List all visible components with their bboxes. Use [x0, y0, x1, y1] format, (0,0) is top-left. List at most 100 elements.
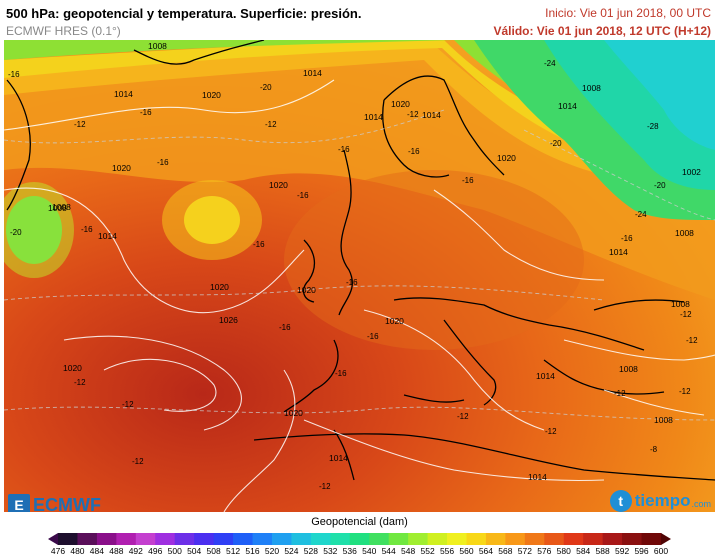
- colorbar-min-arrow: [48, 533, 58, 545]
- colorbar-tick-label: 484: [89, 546, 104, 556]
- temp-label: -16: [8, 70, 20, 79]
- colorbar-swatch: [135, 533, 156, 545]
- tiempo-logo: t tiempo .com: [609, 488, 711, 514]
- colorbar-swatch: [447, 533, 467, 545]
- pressure-label: 1020: [284, 408, 303, 418]
- pressure-label: 1008: [582, 83, 601, 93]
- colorbar-swatch: [505, 533, 526, 545]
- colorbar-tick-label: 548: [401, 546, 416, 556]
- colorbar-max-arrow: [661, 533, 671, 545]
- colorbar-swatch: [213, 533, 234, 545]
- pressure-label: 1008: [654, 415, 673, 425]
- colorbar-tick-label: 572: [517, 546, 532, 556]
- temp-label: -16: [157, 158, 169, 167]
- pressure-label: 1014: [609, 247, 628, 257]
- pressure-label: 1014: [329, 453, 348, 463]
- colorbar-tick-label: 476: [50, 546, 66, 556]
- colorbar-tick-label: 524: [284, 546, 299, 556]
- temp-label: -24: [544, 59, 556, 68]
- colorbar-swatch: [563, 533, 584, 545]
- colorbar-swatch: [330, 533, 351, 545]
- colorbar: [48, 533, 671, 545]
- colorbar-tick-label: 508: [206, 546, 221, 556]
- temp-label: -12: [74, 378, 86, 387]
- colorbar-swatch: [58, 533, 78, 545]
- tiempo-logo-text: tiempo: [634, 491, 691, 510]
- init-time: Inicio: Vie 01 jun 2018, 00 UTC: [545, 6, 711, 20]
- colorbar-swatch: [233, 533, 254, 545]
- temp-label: -12: [265, 120, 277, 129]
- colorbar-tick-label: 596: [634, 546, 649, 556]
- colorbar-swatch: [602, 533, 623, 545]
- colorbar-swatch: [466, 533, 487, 545]
- temp-label: -12: [614, 389, 626, 398]
- colorbar-labels: 476 480 484 488 492 496 500 504 508 512 516 520 524 5…: [0, 546, 719, 560]
- temp-label: -12: [132, 457, 144, 466]
- colorbar-swatch: [349, 533, 370, 545]
- colorbar-swatch: [77, 533, 98, 545]
- colorbar-tick-label: 516: [245, 546, 260, 556]
- pressure-label: 1014: [98, 231, 117, 241]
- temp-label: -16: [279, 323, 291, 332]
- temp-label: -16: [338, 145, 350, 154]
- pressure-label: 1020: [63, 363, 82, 373]
- colorbar-swatch: [291, 533, 312, 545]
- colorbar-title: Geopotencial (dam): [311, 516, 408, 528]
- colorbar-swatch: [174, 533, 195, 545]
- colorbar-swatch: [271, 533, 292, 545]
- pressure-label: 1014: [303, 68, 322, 78]
- pressure-label: 1020: [112, 163, 131, 173]
- colorbar-tick-label: 512: [225, 546, 241, 556]
- temp-label: -16: [297, 191, 309, 200]
- colorbar-swatch: [96, 533, 117, 545]
- ecmwf-logo: E ECMWF: [8, 493, 101, 517]
- temp-label: -12: [686, 336, 698, 345]
- colorbar-tick-label: 592: [615, 546, 630, 556]
- colorbar-tick-label: 552: [420, 546, 435, 556]
- pressure-label: 1014: [114, 89, 133, 99]
- temp-label: -16: [81, 225, 93, 234]
- weather-map: 1008 1014 1020 1020 1020 1014 1008 1008 …: [4, 40, 715, 512]
- temp-label: -20: [550, 139, 562, 148]
- colorbar-tick-label: 536: [342, 546, 357, 556]
- temp-label: -12: [680, 310, 692, 319]
- map-header: 500 hPa: geopotencial y temperatura. Sup…: [0, 0, 719, 40]
- colorbar-swatch: [408, 533, 429, 545]
- colorbar-swatch: [427, 533, 448, 545]
- colorbar-tick-label: 504: [187, 546, 202, 556]
- temp-label: -16: [346, 278, 358, 287]
- colorbar-swatch: [194, 533, 215, 545]
- colorbar-swatch: [310, 533, 331, 545]
- pressure-label: 1008: [148, 41, 167, 51]
- colorbar-tick-label: 520: [264, 546, 280, 556]
- temp-label: -16: [335, 369, 347, 378]
- colorbar-swatch: [544, 533, 565, 545]
- pressure-label: 1020: [202, 90, 221, 100]
- ecmwf-logo-text: ECMWF: [33, 494, 101, 515]
- pressure-label: 1020: [497, 153, 516, 163]
- pressure-label: 1020: [297, 285, 316, 295]
- colorbar-swatch: [116, 533, 137, 545]
- tiempo-logo-icon: t: [609, 490, 632, 512]
- temp-label: -12: [679, 387, 691, 396]
- colorbar-tick-label: 532: [323, 546, 338, 556]
- pressure-label: 1014: [528, 472, 547, 482]
- temp-label: -12: [74, 120, 86, 129]
- pressure-label: 1008: [48, 203, 67, 213]
- colorbar-tick-label: 544: [381, 546, 396, 556]
- pressure-label: 1014: [536, 371, 555, 381]
- temp-label: -20: [10, 228, 22, 237]
- temp-label: -16: [408, 147, 420, 156]
- colorbar-swatch: [583, 533, 604, 545]
- temp-label: -12: [407, 110, 419, 119]
- pressure-label: 1014: [558, 101, 577, 111]
- pressure-label: 1008: [619, 364, 638, 374]
- temp-label: -28: [647, 122, 659, 131]
- colorbar-swatch: [369, 533, 390, 545]
- colorbar-swatch: [485, 533, 506, 545]
- colorbar-tick-label: 576: [537, 546, 552, 556]
- colorbar-tick-label: 584: [576, 546, 591, 556]
- temp-label: -16: [367, 332, 379, 341]
- colorbar-swatch: [388, 533, 409, 545]
- pressure-label: 1020: [210, 282, 229, 292]
